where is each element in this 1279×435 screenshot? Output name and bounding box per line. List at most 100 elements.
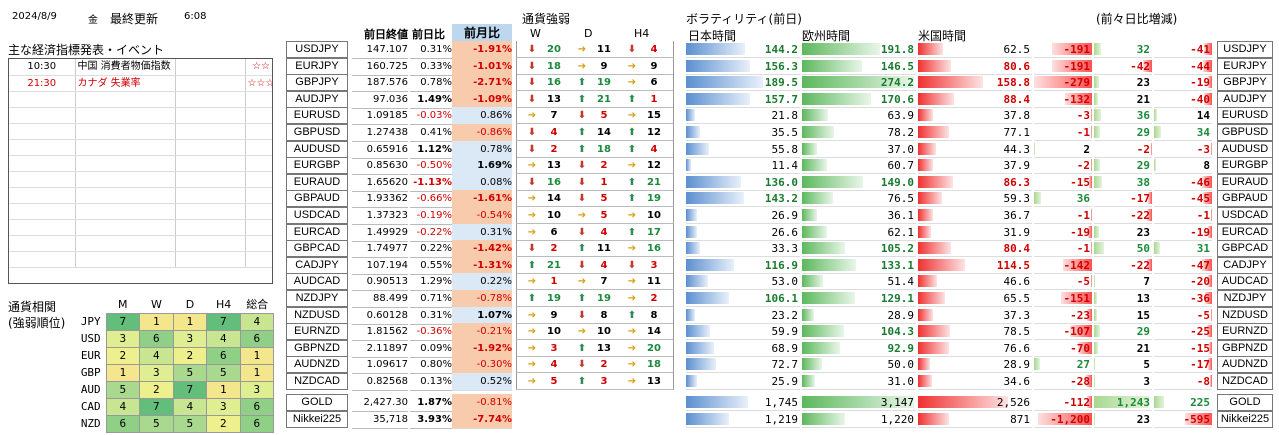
arrow-right-icon: ➔ [627, 160, 637, 172]
volatility-cell: 136.0 [686, 174, 800, 191]
matrix-col-header: W [150, 297, 162, 311]
volatility-bar [918, 59, 951, 72]
matrix-cell: 2 [139, 381, 174, 399]
date: 2024/8/9 [12, 11, 57, 22]
change-value: 31 [1196, 242, 1210, 256]
volatility-value: 88.4 [1003, 92, 1031, 106]
arrow-down-icon: ⬇ [527, 243, 537, 255]
volatility-cell: 104.3 [802, 323, 916, 341]
change-cell: 29 [1094, 157, 1152, 175]
volatility-bar [918, 92, 954, 105]
volatility-cell: 62.5 [918, 41, 1032, 58]
change-bar [1211, 209, 1212, 221]
volatility-cell: 37.8 [918, 107, 1032, 125]
event-cell [9, 235, 76, 252]
matrix-currency: CAD [80, 400, 101, 413]
strength-rank: 2 [550, 243, 558, 255]
event-cell [9, 251, 76, 268]
event-cell [75, 155, 176, 172]
change-value: -42 [1130, 59, 1150, 73]
change-bar [1094, 92, 1099, 105]
arrow-up-icon: ⬆ [577, 243, 587, 255]
change-cell: -191 [1034, 41, 1092, 58]
prev-close: 1.27438 [352, 124, 408, 142]
arrow-up-icon: ⬆ [627, 193, 637, 205]
event-cell [175, 171, 246, 188]
event-spacer [175, 59, 246, 76]
day-change: 0.80% [410, 356, 452, 375]
change-cell: -22 [1094, 257, 1152, 274]
strength-rank: 12 [647, 127, 661, 138]
volatility-bar [918, 109, 934, 122]
volatility-bar [686, 292, 730, 304]
matrix-currency: JPY [80, 315, 101, 328]
change-cell: -142 [1034, 257, 1092, 274]
volatility-cell: 158.8 [918, 74, 1032, 92]
change-value: -2 [1076, 159, 1090, 173]
change-bar [1034, 358, 1040, 371]
event-row [9, 139, 272, 156]
arrow-up-icon: ⬆ [527, 293, 537, 304]
volatility-cell: 2,526 [918, 394, 1032, 411]
change-bar [1094, 109, 1102, 122]
pair-name-right: NZDCAD [1217, 373, 1273, 390]
change-cell: -15 [1154, 340, 1212, 357]
hdr-day-change: 前日比 [412, 28, 445, 41]
pair-name-right: NZDUSD [1217, 306, 1273, 324]
volatility-bar [686, 325, 711, 338]
change-value: 29 [1136, 159, 1150, 173]
change-bar [1062, 258, 1092, 271]
volatility-cell: 53.0 [686, 273, 800, 291]
pair-row: AUDUSD 0.65916 1.12% 0.78% ⬇ 2 ⬆ 18 ⬆ 4 55.8 37.0 44… [0, 140, 1279, 159]
change-value: -191 [1063, 43, 1091, 56]
volatility-cell: 63.9 [802, 107, 916, 125]
change-bar [1094, 396, 1150, 408]
event-cell [75, 251, 176, 268]
matrix-row: NZD 6 5 5 2 6 [76, 415, 274, 433]
pair-name-right: EURCAD [1217, 223, 1273, 241]
change-value: -595 [1183, 413, 1211, 426]
change-value: -25 [1190, 325, 1210, 339]
event-row: 21:30 カナダ 失業率 ☆☆☆ [9, 75, 272, 92]
change-cell: 1,243 [1094, 394, 1152, 411]
event-row [9, 171, 272, 188]
hdr-tokyo: 日本時間 [688, 29, 737, 43]
volatility-value: 136.0 [764, 175, 798, 189]
change-value: -23 [1070, 308, 1090, 322]
change-bar [1094, 358, 1096, 371]
strength-cells: ⬆ 21 ⬇ 4 ⬇ 3 [516, 256, 674, 274]
change-cell: -40 [1154, 91, 1212, 108]
volatility-value: 106.1 [764, 292, 798, 305]
change-value: -142 [1063, 258, 1091, 272]
event-row [9, 155, 272, 172]
strength-cells: ➔ 4 ⬇ 2 ➔ 18 [516, 356, 674, 374]
change-bar [1091, 242, 1092, 255]
strength-rank: 3 [600, 376, 608, 387]
pair-name-right: GBPCAD [1217, 240, 1273, 258]
month-change: 0.86% [452, 107, 512, 126]
change-bar [1208, 358, 1212, 371]
matrix-row: GBP 1 3 5 5 1 [76, 364, 274, 382]
change-cell: -19 [1154, 224, 1212, 241]
volatility-bar [802, 209, 817, 221]
change-bar [1211, 142, 1212, 155]
event-row [9, 235, 272, 252]
day-change: 0.33% [410, 58, 452, 76]
volatility-cell: 106.1 [686, 290, 800, 307]
arrow-right-icon: ➔ [527, 226, 537, 238]
pair-row: EURJPY 160.725 0.33% -1.01% ⬇ 18 ➔ 9 ➔ 9 156.3 146.… [0, 57, 1279, 76]
pair-name-right: EURAUD [1217, 173, 1273, 191]
change-value: -279 [1063, 76, 1091, 90]
change-bar [1094, 76, 1099, 89]
volatility-value: 1,745 [764, 396, 798, 409]
arrow-right-icon: ➔ [527, 376, 537, 387]
change-value: -15 [1070, 175, 1090, 189]
change-cell: 34 [1154, 124, 1212, 141]
volatility-value: 72.7 [771, 358, 799, 372]
matrix-cell: 1 [206, 381, 241, 399]
pair-row: GBPCAD 1.74977 0.22% -1.42% ⬇ 2 ⬆ 11 ➔ 16 33.3 105.… [0, 240, 1279, 259]
change-value: -17 [1130, 192, 1150, 206]
event-name: カナダ 失業率 [75, 75, 176, 92]
event-cell [175, 139, 246, 156]
volatility-value: 129.1 [880, 292, 914, 305]
